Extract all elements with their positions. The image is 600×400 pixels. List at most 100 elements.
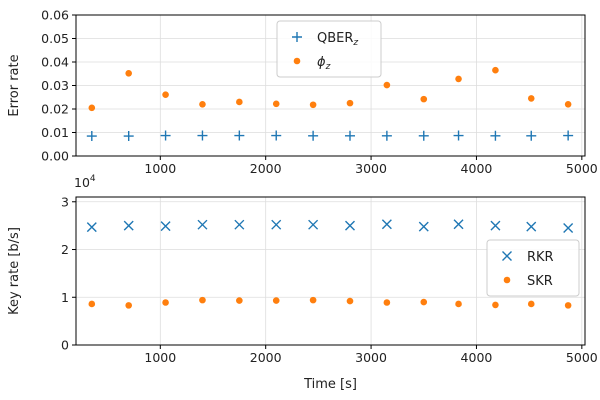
data-point (527, 95, 535, 102)
data-point (236, 98, 243, 106)
data-point (271, 219, 282, 230)
x-tick-label: 5000 (566, 350, 598, 365)
x-tick-label: 5000 (566, 161, 598, 176)
data-point (381, 219, 392, 230)
y-tick-label: 0.01 (41, 125, 69, 140)
legend-entry-label: SKR (527, 274, 553, 289)
x-tick-label: 1000 (144, 161, 176, 176)
series-2 (88, 296, 572, 309)
offset-exponent: 4 (90, 174, 96, 184)
data-point (197, 130, 208, 141)
series-1 (86, 219, 574, 234)
data-point (125, 69, 132, 77)
legend-marker (292, 32, 302, 42)
data-point (564, 101, 572, 108)
offset-base: 10 (74, 175, 90, 190)
data-point (162, 91, 169, 98)
data-point (526, 221, 537, 232)
chart-panel-1: 1000 2000 3000 4000 5000 0.00 0.01 0.02 0.03 0.04… (7, 8, 598, 191)
chart-panel-2: 1000 2000 3000 4000 5000 0 1 2 3 Key rate [b/s] Ti… (7, 194, 598, 392)
legend-box (486, 239, 580, 297)
data-point (490, 220, 501, 231)
series-2 (88, 66, 572, 112)
data-point (527, 300, 535, 308)
data-point (308, 219, 319, 230)
data-point (309, 101, 317, 109)
data-point (123, 131, 134, 142)
data-point (563, 223, 574, 234)
data-point (160, 130, 171, 141)
legend-entry-name: RKR (527, 250, 554, 265)
y-axis-label: Error rate (7, 54, 22, 116)
legend-entry-label: QBERz (317, 31, 358, 48)
data-point (383, 299, 391, 306)
y-tick-label: 0.05 (41, 31, 69, 46)
data-point (345, 220, 355, 231)
y-tick-label: 0.02 (41, 102, 69, 117)
data-point (563, 130, 574, 141)
x-axis-label: Time [s] (303, 377, 357, 392)
data-point (420, 95, 428, 103)
data-point (234, 130, 245, 141)
legend-box (276, 20, 382, 78)
x-offset-label: 104 (74, 174, 96, 190)
x-tick-label: 2000 (250, 161, 282, 176)
data-point (453, 219, 464, 230)
legend-marker (503, 276, 511, 284)
data-point (344, 130, 355, 141)
y-tick-label: 0 (61, 338, 69, 353)
legend-entry-label: ϕz (317, 55, 331, 72)
data-point (418, 130, 429, 141)
data-point (418, 221, 429, 232)
data-point (123, 220, 134, 231)
legend: RKR SKR (486, 239, 580, 297)
data-point (86, 131, 97, 142)
y-tick-label: 3 (61, 194, 69, 209)
data-point (197, 219, 208, 230)
y-tick-label: 2 (61, 242, 69, 257)
plot-frame (75, 196, 586, 346)
data-point (455, 300, 462, 308)
data-point (125, 302, 132, 309)
legend-entry-name: ϕ (317, 55, 326, 70)
y-tick-label: 0.04 (41, 55, 69, 70)
data-point (236, 297, 243, 304)
series-1 (86, 130, 574, 142)
y-axis-label: Key rate [b/s] (7, 227, 22, 315)
data-point (162, 299, 169, 306)
data-point (271, 130, 282, 141)
data-point (453, 130, 464, 141)
data-point (420, 298, 428, 306)
legend-entry-subscript: z (352, 38, 358, 48)
data-point (346, 297, 354, 305)
y-tick-label: 0.00 (41, 149, 69, 164)
y-tick-label: 1 (61, 290, 69, 305)
data-point (234, 219, 245, 230)
data-point (88, 104, 96, 112)
data-point (160, 221, 171, 232)
data-point (308, 130, 319, 141)
x-tick-label: 4000 (461, 350, 493, 365)
data-point (309, 296, 317, 304)
y-tick-label: 0.03 (41, 78, 69, 93)
data-point (490, 130, 501, 141)
y-tick-label: 0.06 (41, 8, 69, 23)
data-point (272, 297, 280, 304)
data-point (272, 100, 280, 108)
data-point (383, 81, 391, 89)
legend-marker (502, 251, 512, 261)
x-tick-label: 1000 (144, 350, 176, 365)
x-tick-label: 2000 (250, 350, 282, 365)
data-point (455, 75, 462, 83)
x-tick-label: 3000 (355, 161, 387, 176)
legend-entry-label: RKR (527, 250, 554, 265)
data-point (86, 222, 97, 233)
data-point (492, 301, 499, 309)
data-point (88, 300, 96, 308)
data-point (199, 101, 206, 108)
legend-entry-subscript: z (325, 62, 331, 72)
legend-entry-name: QBER (317, 31, 353, 46)
data-point (381, 130, 392, 141)
